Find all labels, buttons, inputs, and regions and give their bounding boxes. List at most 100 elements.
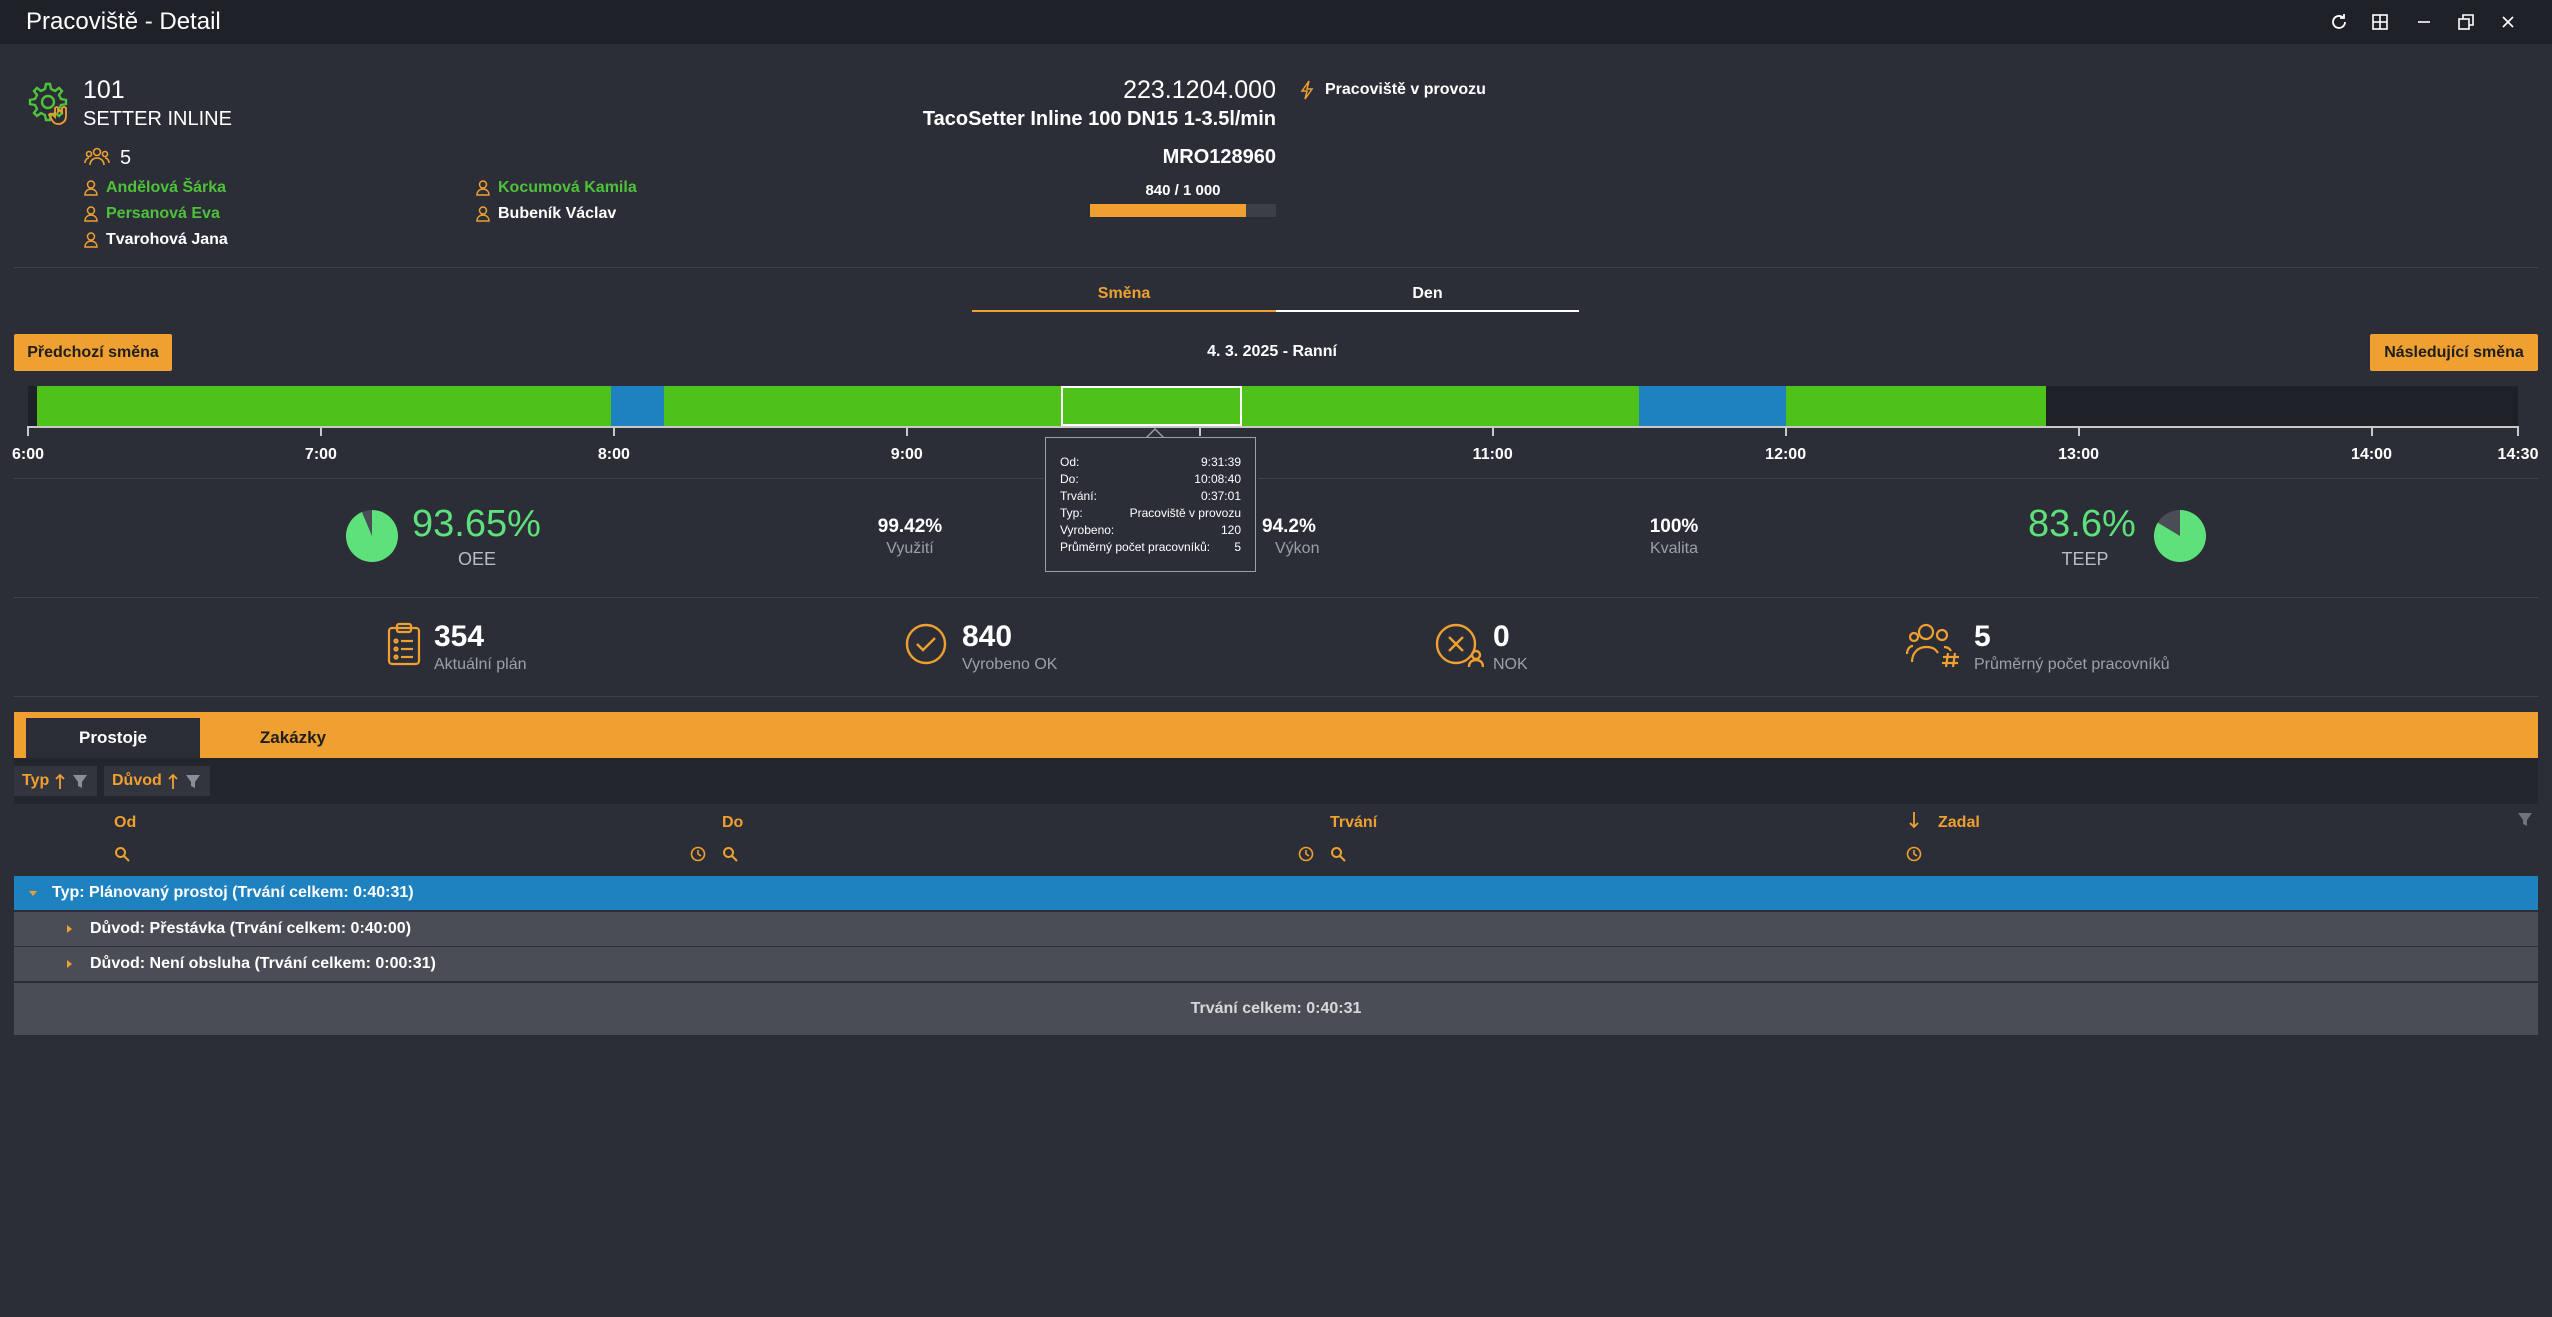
timeline-segment-planned-stop[interactable] xyxy=(1639,386,1786,426)
grouping-bar: Typ Důvod xyxy=(14,758,2538,804)
person-icon xyxy=(476,206,490,222)
worker-2[interactable]: Kocumová Kamila xyxy=(476,179,637,197)
tooltip-row: Průměrný počet pracovníků: 5 xyxy=(1060,540,1241,554)
stats-divider xyxy=(14,597,2538,598)
tooltip-arrow-inner xyxy=(1147,430,1163,438)
timeline-tick-label: 14:00 xyxy=(2351,446,2392,463)
header-divider xyxy=(14,267,2538,268)
ok-value: 840 xyxy=(962,620,1013,653)
sub-group-row[interactable]: Důvod: Není obsluha (Trvání celkem: 0:00… xyxy=(14,947,2538,981)
nok-person-icon xyxy=(1434,622,1485,673)
tooltip-row: Do: 10:08:40 xyxy=(1060,472,1241,486)
performance-label: Výkon xyxy=(1275,540,1320,557)
worker-1[interactable]: Andělová Šárka xyxy=(84,179,226,197)
group-row[interactable]: Typ: Plánovaný prostoj (Trvání celkem: 0… xyxy=(14,876,2538,910)
timeline-tick xyxy=(1784,426,1787,436)
worker-5[interactable]: Tvarohová Jana xyxy=(84,231,228,249)
search-icon[interactable] xyxy=(114,846,130,867)
column-from[interactable]: Od xyxy=(114,814,137,831)
close-icon[interactable] xyxy=(2492,6,2524,38)
workplace-number: 101 xyxy=(83,76,125,104)
shift-timeline[interactable] xyxy=(28,386,2518,426)
worker-3[interactable]: Persanová Eva xyxy=(84,205,220,223)
oee-pie-value xyxy=(346,510,398,562)
tab-shift[interactable]: Směna xyxy=(972,282,1276,312)
timeline-tick xyxy=(2517,426,2519,436)
timeline-tick xyxy=(1491,426,1494,436)
timeline-tick-label: 14:30 xyxy=(2497,446,2539,463)
minimize-icon[interactable] xyxy=(2408,6,2440,38)
sort-asc-icon[interactable] xyxy=(168,772,178,790)
clock-icon[interactable] xyxy=(1298,846,1314,867)
nok-label: NOK xyxy=(1493,656,1528,673)
column-filter-icon[interactable] xyxy=(2516,810,2534,833)
window-title: Pracoviště - Detail xyxy=(26,8,221,35)
clock-icon[interactable] xyxy=(1906,846,1922,867)
oee-value: 93.65% xyxy=(412,503,541,545)
sub-group-row-label: Důvod: Není obsluha (Trvání celkem: 0:00… xyxy=(90,955,436,972)
kpi-divider-left xyxy=(14,478,1044,479)
order-code: 223.1204.000 xyxy=(1123,76,1276,104)
group-row-label: Typ: Plánovaný prostoj (Trvání celkem: 0… xyxy=(52,884,414,901)
refresh-icon[interactable] xyxy=(2323,6,2355,38)
timeline-segment-running[interactable] xyxy=(1785,386,2047,426)
group-chip-reason[interactable]: Důvod xyxy=(104,766,210,796)
timeline-tick-label: 8:00 xyxy=(597,446,630,463)
teep-pie-value xyxy=(2154,510,2206,562)
timeline-tick xyxy=(27,426,29,436)
performance-value: 94.2% xyxy=(1262,516,1316,537)
column-duration[interactable]: Trvání xyxy=(1330,814,1378,831)
tab-orders[interactable]: Zakázky xyxy=(259,728,327,747)
expand-arrow-icon[interactable] xyxy=(64,959,74,969)
timeline-tick xyxy=(612,426,615,436)
timeline-tick-label: 11:00 xyxy=(1472,446,1513,463)
group-chip-type[interactable]: Typ xyxy=(14,766,98,796)
plan-label: Aktuální plán xyxy=(434,656,527,673)
clock-icon[interactable] xyxy=(690,846,706,867)
worker-name: Kocumová Kamila xyxy=(498,179,637,196)
next-shift-button[interactable]: Následující směna xyxy=(2370,334,2538,371)
progress-fill xyxy=(1090,204,1247,217)
timeline-tick-label: 6:00 xyxy=(11,446,45,463)
workplace-gear-icon xyxy=(26,78,74,135)
progress-bar xyxy=(1090,204,1276,217)
grid-footer-total: Trvání celkem: 0:40:31 xyxy=(14,983,2538,1035)
worker-4[interactable]: Bubeník Václav xyxy=(476,205,616,223)
timeline-axis xyxy=(28,426,2518,428)
tooltip-row: Typ: Pracoviště v provozu xyxy=(1060,506,1241,520)
nok-value: 0 xyxy=(1493,620,1510,653)
tab-downtimes[interactable]: Prostoje xyxy=(26,718,200,758)
tab-day[interactable]: Den xyxy=(1276,282,1579,312)
column-to[interactable]: Do xyxy=(722,814,744,831)
search-icon[interactable] xyxy=(722,846,738,867)
layout-grid-icon[interactable] xyxy=(2364,6,2396,38)
timeline-tick-label: 12:00 xyxy=(1765,446,1807,463)
teep-label: TEEP xyxy=(2061,549,2109,569)
sort-asc-icon[interactable] xyxy=(55,772,65,790)
collapse-arrow-icon[interactable] xyxy=(28,888,38,898)
restore-icon[interactable] xyxy=(2450,6,2482,38)
search-icon[interactable] xyxy=(1330,846,1346,867)
workers-value: 5 xyxy=(1974,620,1991,653)
sort-desc-icon[interactable] xyxy=(1908,810,1920,835)
worker-name: Persanová Eva xyxy=(106,205,220,222)
timeline-tick-label: 13:00 xyxy=(2058,446,2100,463)
timeline-tick-label: 9:00 xyxy=(890,446,923,463)
title-bar: Pracoviště - Detail xyxy=(0,0,2552,44)
filter-icon[interactable] xyxy=(184,772,202,790)
prev-shift-button[interactable]: Předchozí směna xyxy=(14,334,172,371)
sub-group-row[interactable]: Důvod: Přestávka (Trvání celkem: 0:40:00… xyxy=(14,912,2538,946)
timeline-tick xyxy=(319,426,322,436)
timeline-segment-running[interactable] xyxy=(36,386,611,426)
expand-arrow-icon[interactable] xyxy=(64,924,74,934)
timeline-tick xyxy=(1198,426,1201,436)
column-entered-by[interactable]: Zadal xyxy=(1938,814,1980,831)
workplace-name: SETTER INLINE xyxy=(83,108,232,130)
kpi-divider-right xyxy=(1258,478,2538,479)
filter-icon[interactable] xyxy=(71,772,89,790)
mro-code: MRO128960 xyxy=(1162,146,1276,168)
product-name: TacoSetter Inline 100 DN15 1-3.5l/min xyxy=(922,108,1276,130)
timeline-selected-segment[interactable] xyxy=(1061,386,1243,426)
status-text: Pracoviště v provozu xyxy=(1325,81,1486,98)
timeline-segment-planned-stop[interactable] xyxy=(610,386,664,426)
